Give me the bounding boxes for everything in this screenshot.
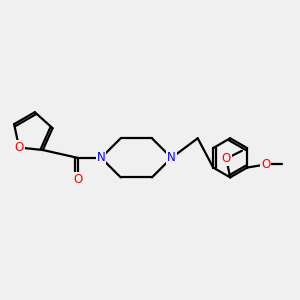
- Text: O: O: [14, 141, 24, 154]
- Text: N: N: [97, 151, 106, 164]
- Text: O: O: [73, 173, 82, 186]
- Text: O: O: [222, 152, 231, 165]
- Text: O: O: [261, 158, 271, 171]
- Text: N: N: [167, 151, 176, 164]
